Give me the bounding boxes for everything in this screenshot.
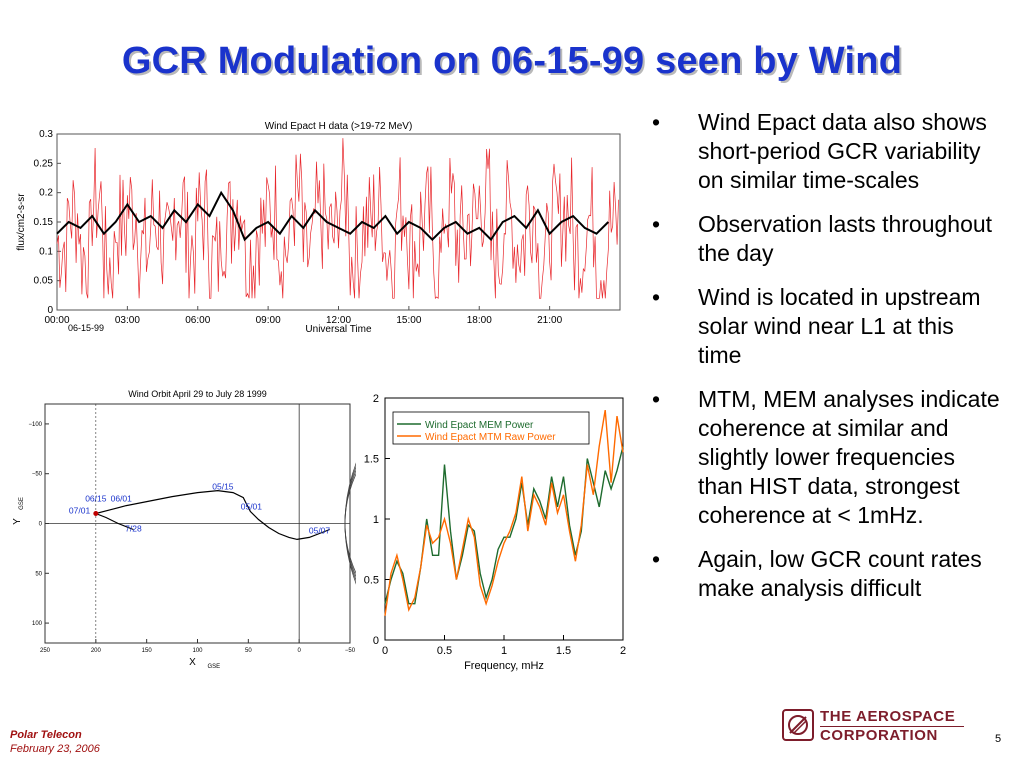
x-tick-label: 03:00 [115, 315, 140, 326]
x-tick-label: 0 [382, 645, 388, 657]
x-tick-label: 1.5 [556, 645, 571, 657]
y-tick-label: 0 [39, 522, 43, 528]
footer-title: Polar Telecon [10, 729, 82, 741]
y-tick-label: 0.15 [34, 217, 54, 228]
x-tick-label: 21:00 [537, 315, 562, 326]
y-axis-label: flux/cm2-s-sr [16, 193, 27, 251]
date-annotation: 05/01 [241, 502, 263, 512]
bullet-item: MTM, MEM analyses indicate coherence at … [650, 385, 1000, 530]
x-axis-label: Universal Time [305, 324, 372, 335]
x-date-label: 06-15-99 [68, 323, 104, 333]
x-tick-label: 250 [40, 648, 51, 654]
y-tick-label: 50 [35, 571, 42, 577]
chart-title: Wind Epact H data (>19-72 MeV) [265, 121, 413, 132]
date-annotation: 06/01 [111, 494, 133, 504]
y-axis-label-subscript: GSE [19, 497, 25, 510]
x-tick-label: 150 [142, 648, 153, 654]
x-tick-label: 100 [192, 648, 203, 654]
bullet-item: Wind is located in upstream solar wind n… [650, 283, 1000, 370]
x-tick-label: 09:00 [256, 315, 281, 326]
date-annotation: 06/15 [85, 494, 107, 504]
orbit-trajectory [93, 489, 330, 541]
logo-rule [820, 726, 964, 727]
date-annotation: 7/28 [125, 523, 142, 533]
x-tick-label: 1 [501, 645, 507, 657]
y-tick-label: 0.5 [364, 575, 379, 587]
y-tick-label: 1 [373, 514, 379, 526]
x-tick-label: 06:00 [185, 315, 210, 326]
footer: Polar Telecon February 23, 2006 [10, 728, 100, 756]
orbit-chart: Wind Orbit April 29 to July 28 1999 250 20… [12, 389, 356, 670]
y-tick-label: 0.05 [34, 276, 54, 287]
page-number: 5 [995, 733, 1002, 745]
y-tick-label: 1.5 [364, 454, 379, 466]
bullet-item: Again, low GCR count rates make analysis… [650, 545, 1000, 603]
x-tick-label: −50 [345, 648, 356, 654]
y-tick-label: 0 [373, 635, 379, 647]
logo-line1: THE AEROSPACE [820, 708, 956, 725]
bullet-item: Observation lasts throughout the day [650, 210, 1000, 268]
current-position-marker [93, 511, 99, 517]
logo-line2: CORPORATION [820, 727, 938, 744]
x-tick-label: 50 [245, 648, 252, 654]
y-tick-label: 0.2 [39, 188, 53, 199]
x-axis-label-subscript: GSE [208, 664, 221, 670]
x-tick-label: 18:00 [467, 315, 492, 326]
mtm-power-line [384, 409, 624, 616]
legend-label: Wind Epact MEM Power [425, 420, 534, 431]
y-tick-label: −50 [32, 472, 43, 478]
y-tick-label: 100 [32, 621, 43, 627]
x-tick-label: 0 [297, 648, 301, 654]
date-annotation: 05/15 [212, 482, 234, 492]
x-tick-label: 00:00 [44, 315, 69, 326]
raw-series-line [56, 138, 619, 300]
y-tick-label: 0.25 [34, 158, 54, 169]
y-tick-label: −100 [28, 422, 42, 428]
x-tick-label: 15:00 [396, 315, 421, 326]
legend-label: Wind Epact MTM Raw Power [425, 432, 556, 443]
timeseries-chart: Wind Epact H data (>19-72 MeV) 0 0.05 0.1 0.… [16, 121, 621, 335]
legend-box [392, 411, 590, 445]
date-annotation: 07/01 [69, 506, 91, 516]
y-axis-label: Y [12, 518, 23, 525]
bullet-item: Wind Epact data also shows short-period … [650, 108, 1000, 195]
boundary-curve [344, 473, 356, 574]
smoothed-series-line [56, 190, 610, 242]
y-tick-label: 0.1 [39, 246, 53, 257]
x-axis-label: Frequency, mHz [464, 660, 544, 672]
x-tick-label: 12:00 [326, 315, 351, 326]
y-tick-label: 0 [47, 305, 53, 316]
slide-title: GCR Modulation on 06-15-99 seen by Wind [121, 40, 903, 82]
x-tick-label: 2 [620, 645, 626, 657]
x-tick-label: 200 [91, 648, 102, 654]
date-annotation: 05/07 [309, 525, 331, 535]
bullet-list: Wind Epact data also shows short-period … [650, 108, 1000, 618]
aerospace-logo: THE AEROSPACE CORPORATION [782, 709, 966, 744]
logo-text: THE AEROSPACE CORPORATION [820, 709, 964, 744]
logo-mark-icon [782, 709, 814, 741]
chart-title: Wind Orbit April 29 to July 28 1999 [128, 389, 267, 399]
frequency-chart: 0 0.5 1 1.5 2 0 0.5 1 1.5 2 Frequency, mHz Wind Epa… [364, 393, 626, 672]
x-tick-label: 0.5 [437, 645, 452, 657]
footer-date: February 23, 2006 [10, 743, 100, 755]
y-tick-label: 0.3 [39, 129, 53, 140]
y-tick-label: 2 [373, 393, 379, 405]
x-axis-label: X [189, 657, 196, 668]
